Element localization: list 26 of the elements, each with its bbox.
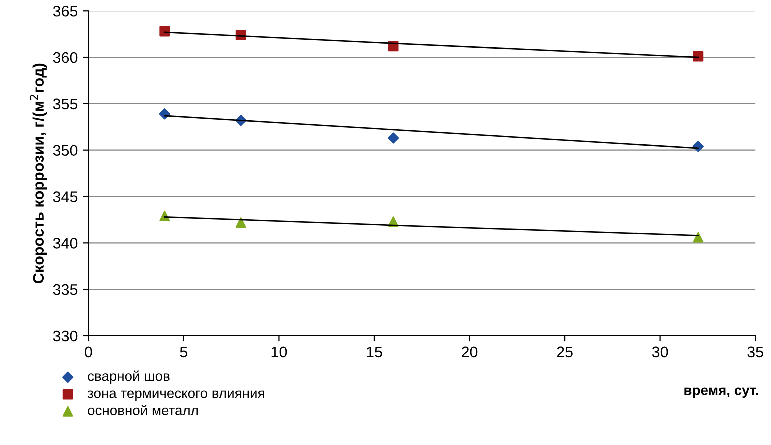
point <box>236 218 246 228</box>
x-tick-label: 25 <box>557 346 573 358</box>
legend-label: сварной шов <box>88 370 170 384</box>
x-tick-label: 20 <box>462 346 478 358</box>
y-tick-label: 355 <box>53 98 78 110</box>
x-tick-label: 5 <box>180 346 188 358</box>
legend-label: зона термического влияния <box>88 390 264 402</box>
x-tick-label: 35 <box>748 346 764 358</box>
y-tick-label: 345 <box>53 192 78 202</box>
x-tick-label: 15 <box>367 346 382 358</box>
y-tick-label: 365 <box>53 6 78 17</box>
x-tick-label: 30 <box>652 346 668 358</box>
y-tick-label: 335 <box>53 284 78 296</box>
point <box>388 132 400 144</box>
y-tick-label: 360 <box>53 52 78 64</box>
y-tick-label: 330 <box>53 330 78 342</box>
legend-label: основной металл <box>88 404 198 416</box>
x-axis-title: время, сут. <box>684 388 758 398</box>
point <box>693 51 704 62</box>
x-tick-label: 10 <box>272 346 288 358</box>
y-tick-label: 340 <box>53 238 78 249</box>
y-tick-label: 350 <box>53 145 78 156</box>
point <box>159 108 170 120</box>
x-tick-label: 0 <box>85 346 92 358</box>
y-axis-title: Скорость коррозии, г/(м$^{2}$год) <box>30 64 48 284</box>
point <box>693 232 704 243</box>
